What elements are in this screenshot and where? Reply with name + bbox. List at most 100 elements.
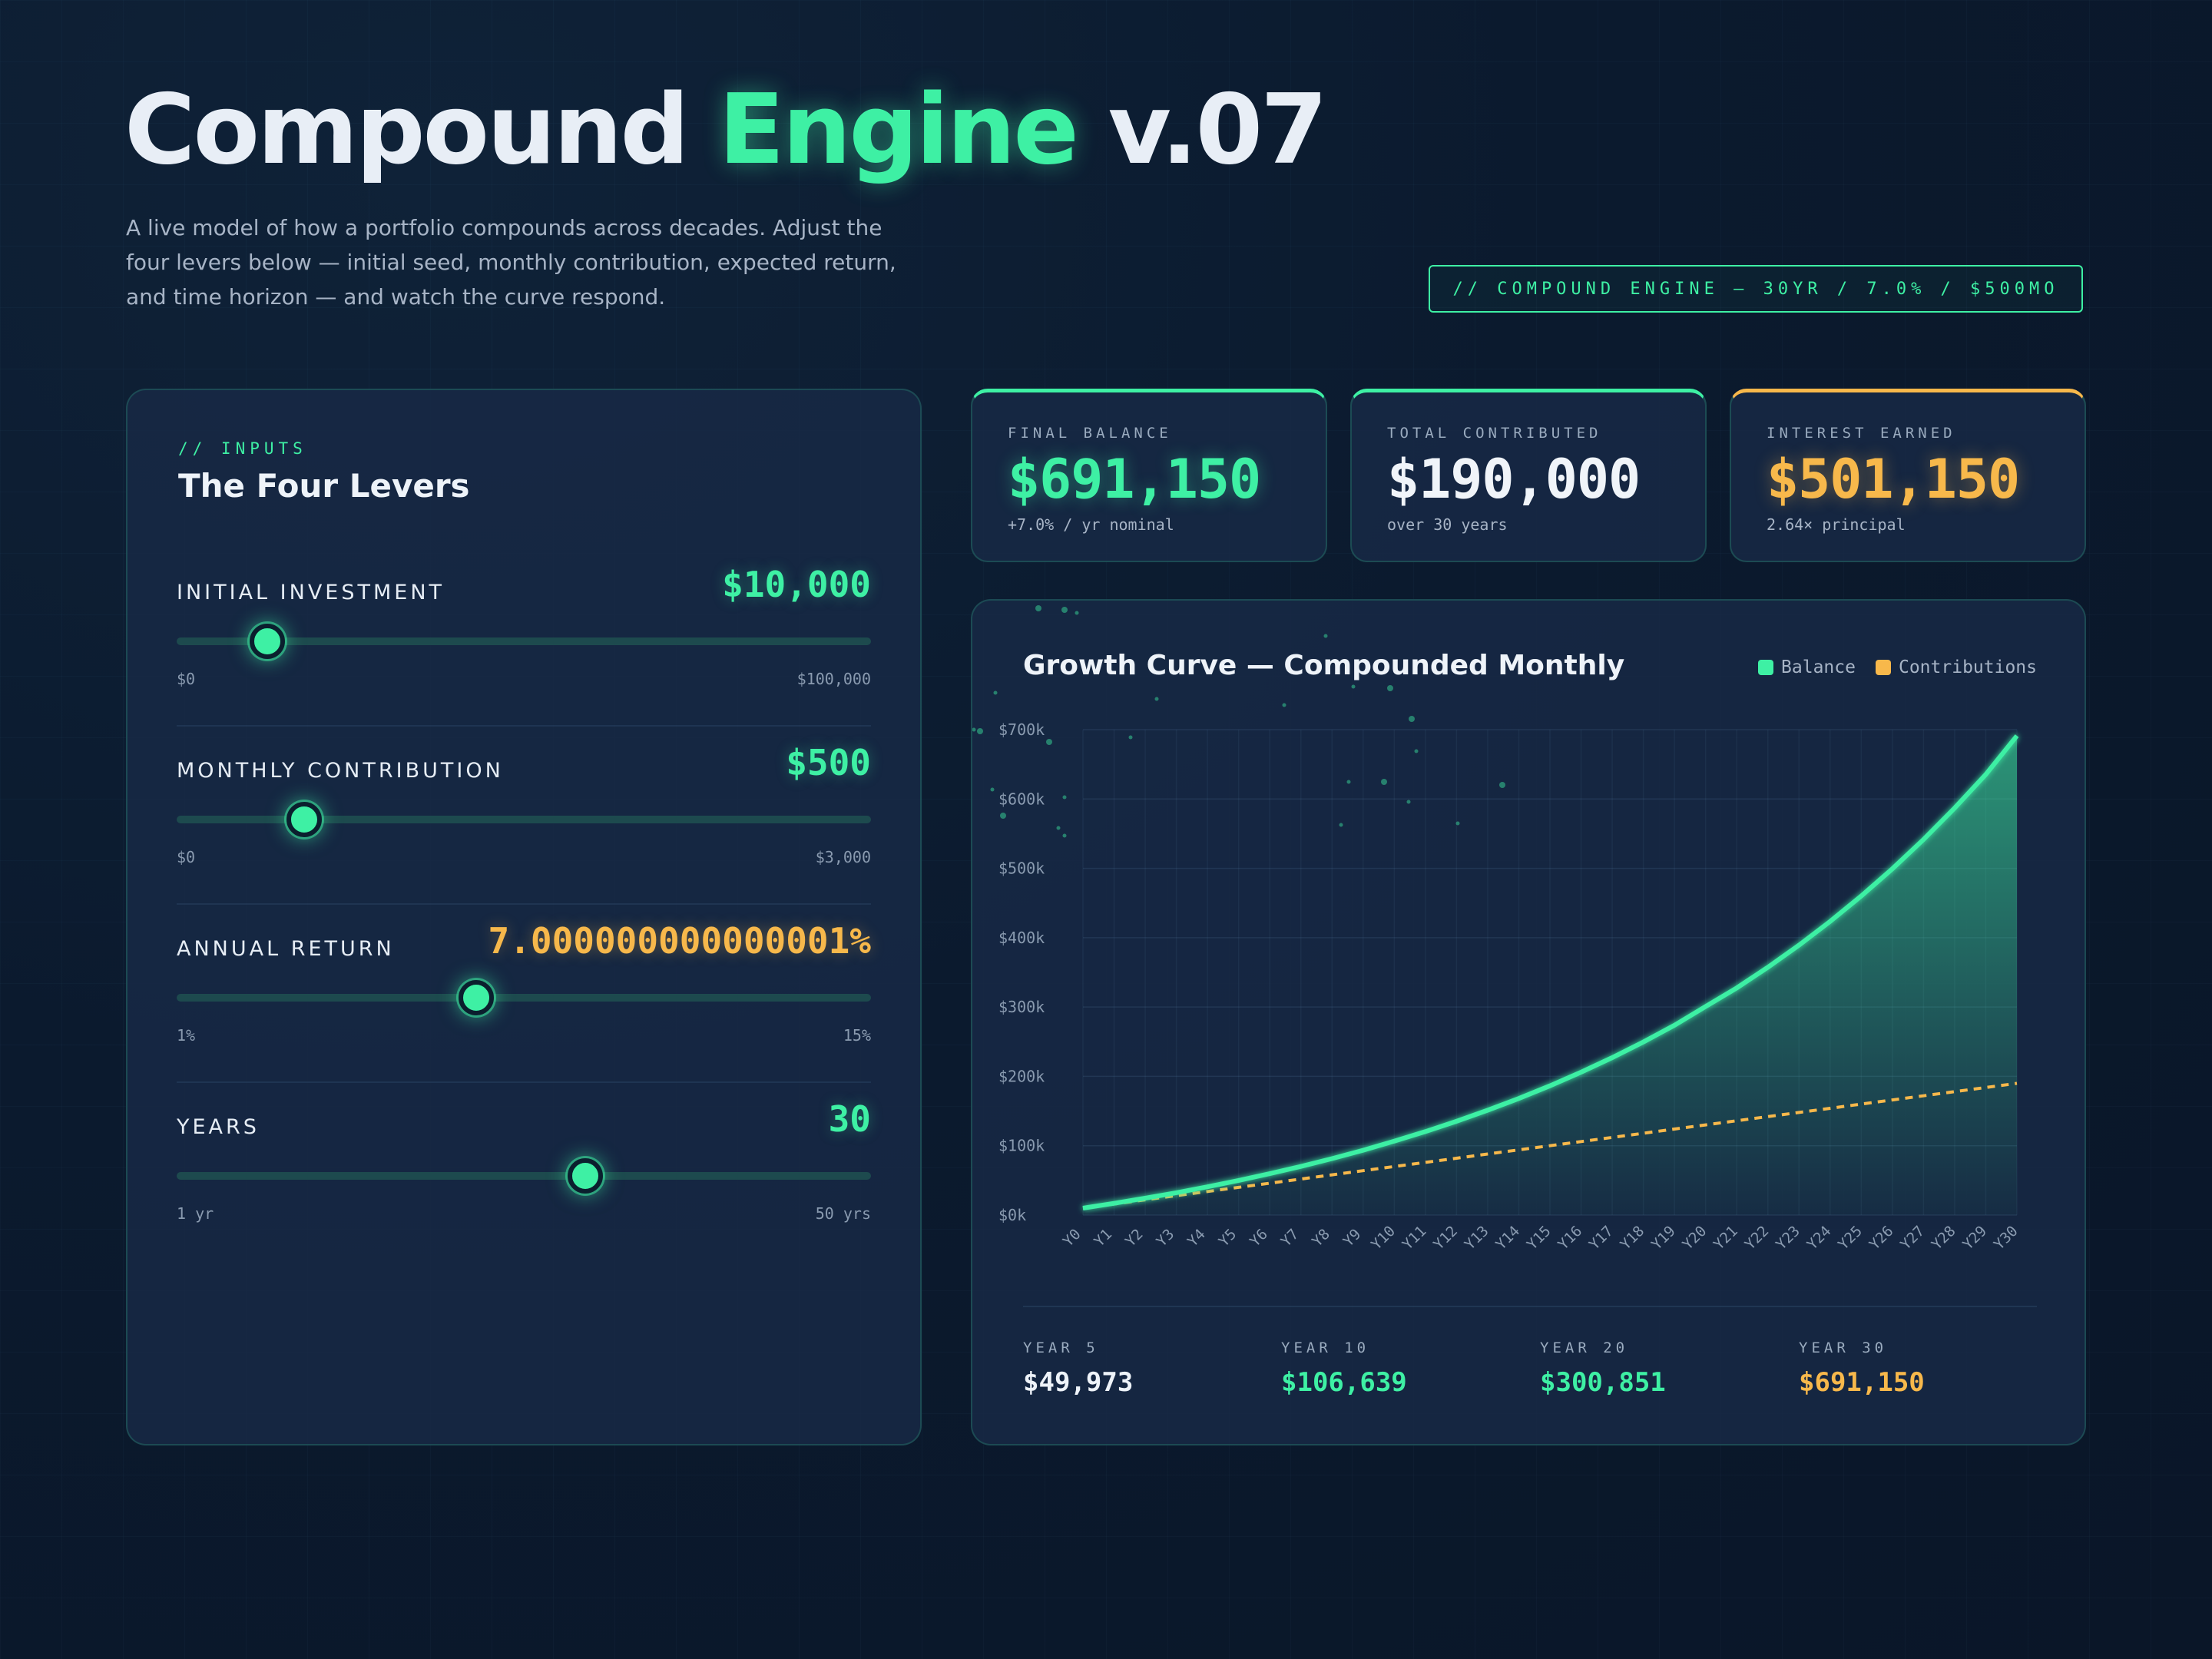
x-tick-label: Y1 (1091, 1226, 1115, 1250)
lever-value: $500 (786, 742, 871, 783)
x-tick-label: Y13 (1462, 1223, 1492, 1253)
x-tick-label: Y30 (1991, 1223, 2022, 1253)
particle-dot (1406, 800, 1411, 804)
slider-thumb[interactable] (459, 980, 494, 1015)
range-max-label: $3,000 (815, 848, 871, 866)
stat-interest-earned: INTEREST EARNED $501,150 2.64× principal (1730, 389, 2086, 562)
particle-dot (1282, 703, 1286, 707)
particle-dot (1154, 697, 1159, 701)
x-tick-label: Y7 (1278, 1226, 1303, 1250)
milestone-year-5: YEAR 5 $49,973 (1023, 1339, 1133, 1398)
x-tick-label: Y20 (1680, 1223, 1710, 1253)
range-max-label: 15% (843, 1026, 871, 1045)
particle-dot (1062, 795, 1067, 800)
range-max-label: $100,000 (796, 670, 871, 688)
particle-dot (993, 690, 998, 695)
x-tick-label: Y15 (1524, 1223, 1555, 1253)
x-tick-label: Y10 (1368, 1223, 1399, 1253)
chart-panel: $0k $100k $200k $300k $400k $500k $600k $700k Y0… (971, 599, 2086, 1445)
x-tick-label: Y18 (1617, 1223, 1647, 1253)
slider-thumb[interactable] (250, 624, 285, 659)
slider-track[interactable] (177, 637, 871, 645)
stat-value: $691,150 (1008, 448, 1261, 511)
slider-track[interactable] (177, 816, 871, 823)
particle-dot (1339, 823, 1343, 827)
lever-initial-investment: INITIAL INVESTMENT $10,000 $0 $100,000 (177, 547, 871, 727)
legend-label: Contributions (1898, 657, 2037, 677)
x-tick-label: Y8 (1309, 1226, 1333, 1250)
stat-label: FINAL BALANCE (1008, 425, 1172, 442)
growth-chart: $0k $100k $200k $300k $400k $500k $600k $700k Y0… (972, 605, 2022, 1253)
milestone-year-10: YEAR 10 $106,639 (1281, 1339, 1407, 1398)
x-tick-label: Y29 (1959, 1223, 1990, 1253)
particle-dot (1000, 813, 1006, 819)
stat-value: $190,000 (1387, 448, 1641, 511)
x-tick-label: Y9 (1340, 1226, 1365, 1250)
lever-value: 7.000000000000001% (488, 920, 872, 962)
legend-swatch-balance (1758, 660, 1774, 675)
lever-years: YEARS 30 1 yr 50 yrs (177, 1081, 871, 1260)
particle-dot (1499, 782, 1505, 788)
milestone-year-20: YEAR 20 $300,851 (1540, 1339, 1666, 1398)
stat-final-balance: FINAL BALANCE $691,150 +7.0% / yr nomina… (971, 389, 1327, 562)
x-tick-label: Y2 (1122, 1226, 1147, 1250)
x-tick-label: Y25 (1835, 1223, 1866, 1253)
inputs-panel: // INPUTS The Four Levers INITIAL INVEST… (126, 389, 922, 1445)
y-tick-label: $100k (998, 1137, 1045, 1155)
stat-label: INTEREST EARNED (1767, 425, 1956, 442)
particle-dot (1046, 739, 1052, 745)
particle-dot (1351, 684, 1356, 689)
lever-label: INITIAL INVESTMENT (177, 581, 445, 604)
particle-dot (1323, 634, 1328, 638)
range-max-label: 50 yrs (815, 1204, 871, 1223)
lever-value: 30 (828, 1098, 871, 1140)
page-subtitle: A live model of how a portfolio compound… (126, 215, 896, 310)
slider-thumb[interactable] (568, 1158, 603, 1194)
stat-sub: +7.0% / yr nominal (1008, 515, 1174, 534)
milestone-label: YEAR 30 (1799, 1339, 1888, 1356)
y-tick-label: $500k (998, 859, 1045, 878)
milestone-year-30: YEAR 30 $691,150 (1799, 1339, 1925, 1398)
range-min-label: 1% (177, 1026, 196, 1045)
y-tick-label: $600k (998, 790, 1045, 808)
x-tick-label: Y4 (1184, 1226, 1209, 1250)
x-tick-label: Y12 (1430, 1223, 1461, 1253)
page-title: Compound Engine v.07 (124, 73, 1328, 186)
particle-dot (1056, 826, 1061, 830)
milestone-label: YEAR 10 (1281, 1339, 1370, 1356)
x-tick-label: Y26 (1866, 1223, 1897, 1253)
x-tick-label: Y23 (1773, 1223, 1803, 1253)
stat-sub: 2.64× principal (1767, 515, 1906, 534)
stat-sub: over 30 years (1387, 515, 1508, 534)
milestone-value: $106,639 (1281, 1367, 1407, 1398)
x-tick-label: Y3 (1153, 1226, 1177, 1250)
chart-series (1082, 734, 2019, 1215)
y-tick-label: $200k (998, 1067, 1045, 1085)
slider-track[interactable] (177, 1172, 871, 1180)
slider-track[interactable] (177, 994, 871, 1002)
lever-label: ANNUAL RETURN (177, 937, 395, 961)
legend-label: Balance (1781, 657, 1856, 677)
y-tick-label: $700k (998, 720, 1045, 739)
particle-dot (1381, 779, 1387, 785)
config-tagline: // COMPOUND ENGINE — 30YR / 7.0% / $500M… (1429, 265, 2083, 313)
particle-dot (1409, 716, 1415, 722)
particle-dot (1035, 605, 1041, 611)
slider-thumb[interactable] (286, 802, 322, 837)
particle-dot (972, 727, 976, 732)
chart-legend: Balance Contributions (1758, 657, 2037, 677)
particle-dot (990, 787, 995, 792)
stat-total-contributed: TOTAL CONTRIBUTED $190,000 over 30 years (1350, 389, 1707, 562)
lever-annual-return: ANNUAL RETURN 7.000000000000001% 1% 15% (177, 903, 871, 1083)
range-min-label: $0 (177, 848, 196, 866)
legend-swatch-contributions (1875, 660, 1891, 675)
legend-item-contributions: Contributions (1875, 657, 2037, 677)
particle-dot (1414, 749, 1419, 753)
milestone-label: YEAR 20 (1540, 1339, 1629, 1356)
decorative-particles (972, 605, 1505, 838)
x-tick-label: Y19 (1648, 1223, 1679, 1253)
particle-dot (1062, 833, 1067, 838)
milestone-value: $300,851 (1540, 1367, 1666, 1398)
legend-item-balance: Balance (1758, 657, 1856, 677)
x-tick-label: Y6 (1247, 1226, 1271, 1250)
